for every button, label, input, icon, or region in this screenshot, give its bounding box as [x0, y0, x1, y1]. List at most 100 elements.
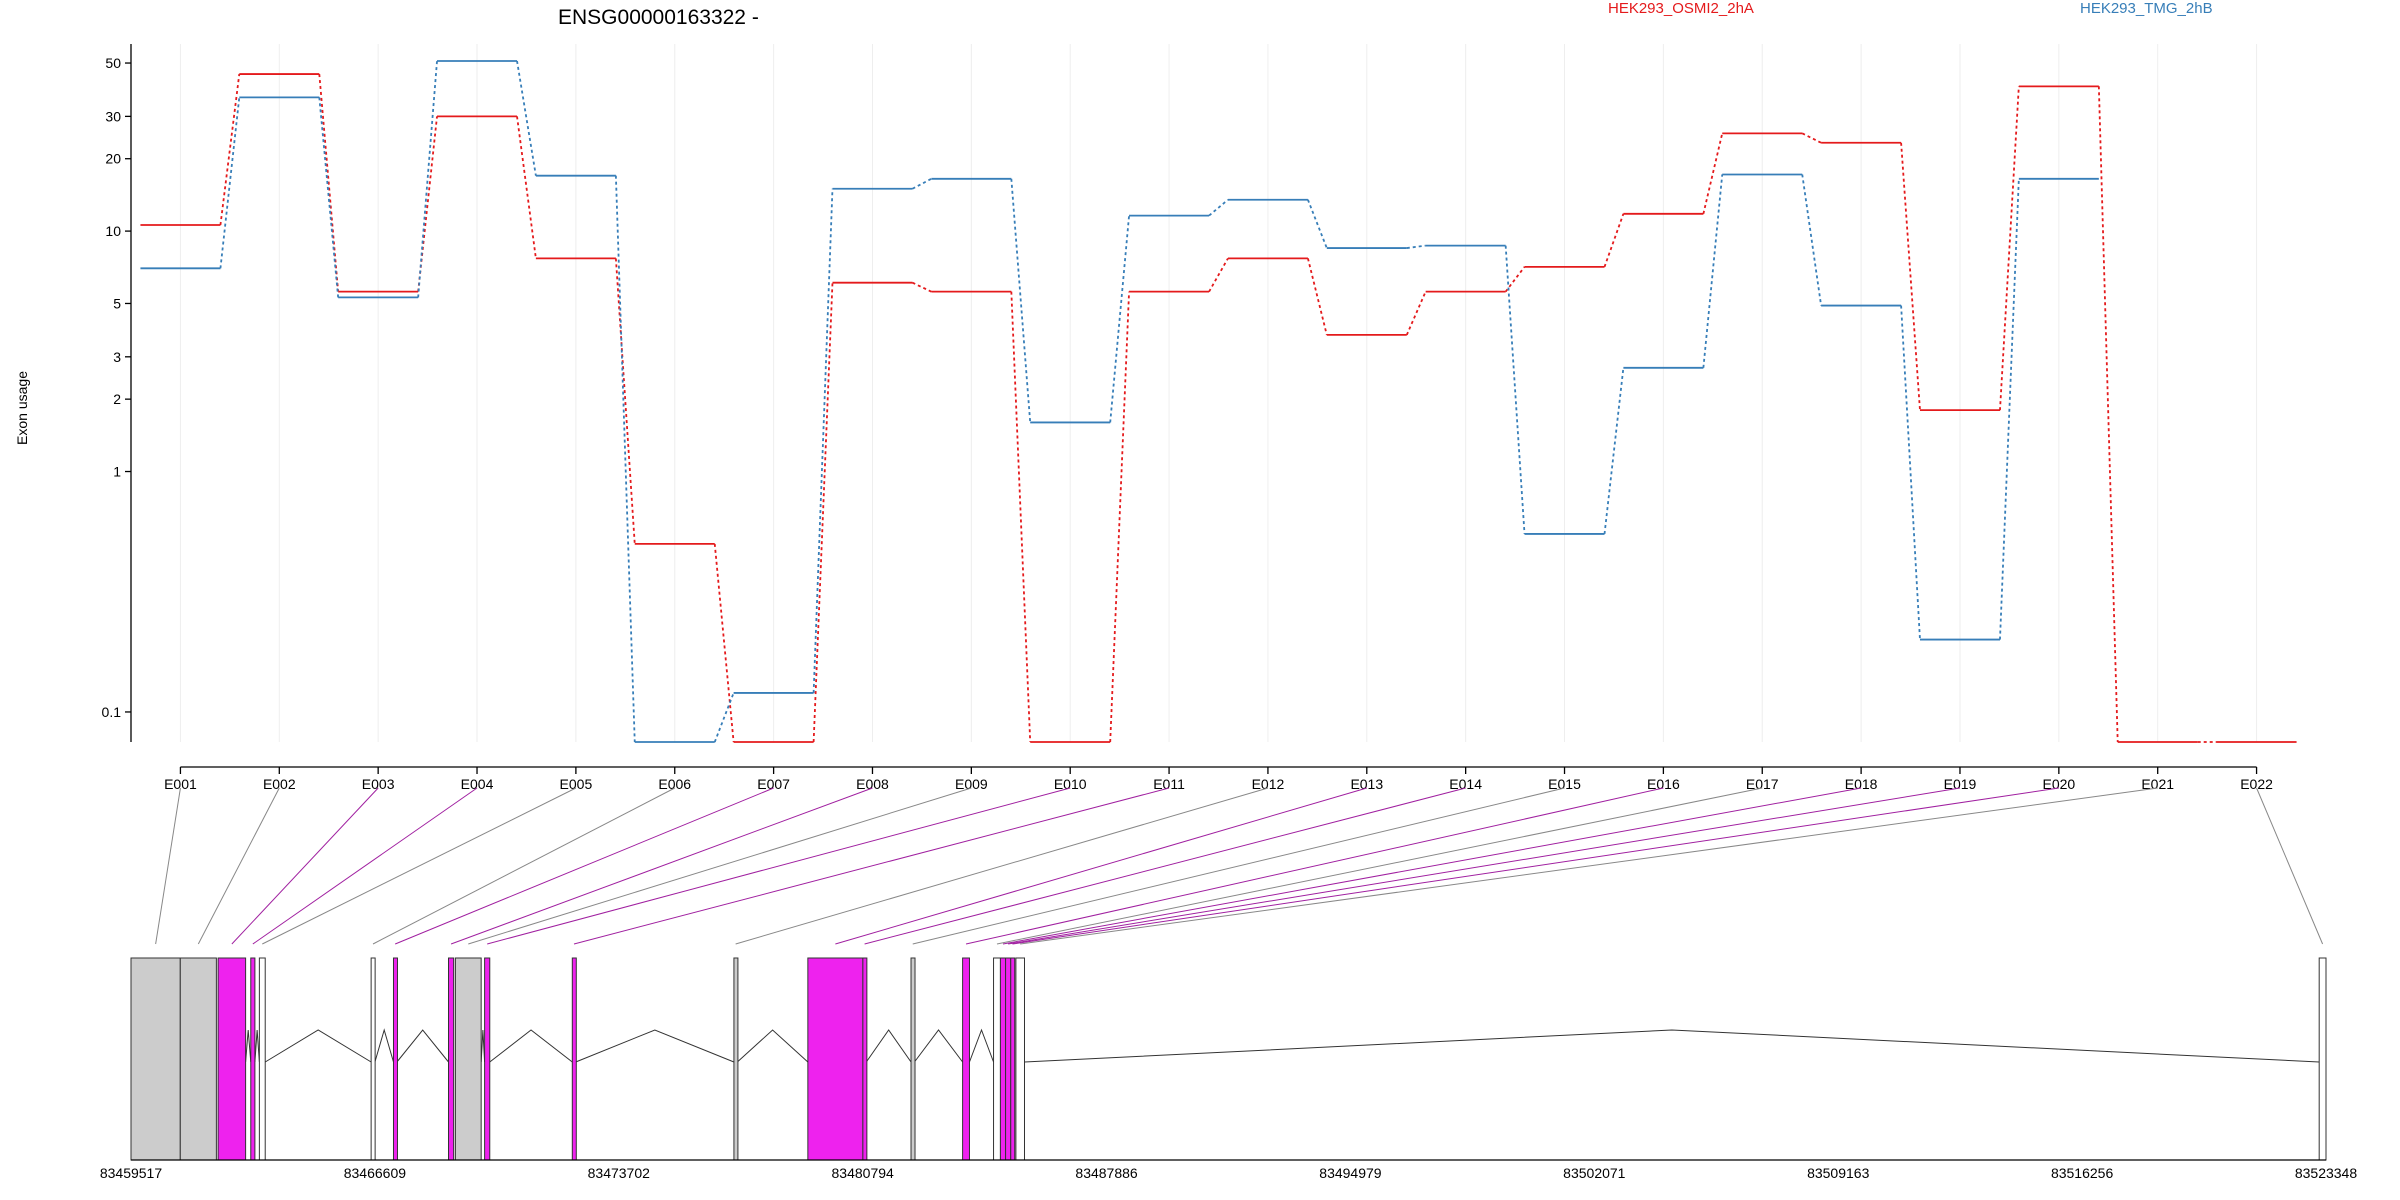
x-tick-label-E012: E012 [1252, 776, 1285, 792]
series-2-link-E009 [912, 178, 932, 190]
exon-box-E006 [370, 957, 376, 1161]
x-tick-label-E001: E001 [164, 776, 197, 792]
series-2-link-E017 [1702, 174, 1724, 368]
exon-box-E002 [179, 957, 217, 1161]
x-tick-label-E013: E013 [1350, 776, 1383, 792]
x-tick-label-E018: E018 [1845, 776, 1878, 792]
x-tick-label-E007: E007 [757, 776, 790, 792]
series-1-link-E013 [1307, 258, 1328, 336]
genomic-tick-label-83459517: 83459517 [100, 1165, 163, 1181]
x-tick-label-E003: E003 [362, 776, 395, 792]
exon-box-E005 [258, 957, 266, 1161]
connector-E007 [395, 787, 774, 945]
exon-box-E018 [999, 957, 1007, 1161]
series-2 [140, 60, 2099, 743]
intron-E014 [865, 1029, 912, 1063]
chart-title: ENSG00000163322 - [558, 6, 759, 29]
connector-E013 [835, 787, 1367, 945]
x-tick-label-E021: E021 [2141, 776, 2174, 792]
connector-E020 [1012, 787, 2059, 945]
y-tick-label-3: 3 [113, 349, 121, 365]
series-1-link-E014 [1405, 291, 1427, 336]
exon-box-E020 [1010, 957, 1016, 1161]
intron-E021 [1024, 1029, 2320, 1063]
y-tick-label-10: 10 [105, 223, 121, 239]
y-tick-label-30: 30 [105, 108, 121, 124]
series-1-link-E005 [516, 116, 537, 259]
connector-E002 [197, 787, 280, 945]
x-tick-label-E015: E015 [1548, 776, 1581, 792]
series-2-link-E019 [1900, 305, 1921, 640]
connector-E015 [912, 787, 1565, 945]
exon-box-E021 [1015, 957, 1025, 1161]
genomic-tick-label-83516256: 83516256 [2051, 1165, 2114, 1181]
exon-box-E012 [733, 957, 739, 1161]
series-2-link-E005 [516, 60, 537, 176]
series-2-link-E003 [318, 97, 340, 298]
genomic-tick-label-83473702: 83473702 [588, 1165, 651, 1181]
series-2-link-E008 [812, 188, 834, 693]
connector-E022 [2256, 787, 2324, 945]
connector-E003 [231, 787, 379, 945]
series-1-link-E004 [417, 116, 438, 292]
y-tick-label-20: 20 [105, 151, 121, 167]
y-axis: 0.1 1 2 3 5 10 20 30 50 [102, 44, 132, 742]
series-1-link-E010 [1010, 291, 1032, 743]
exon-box-E015 [910, 957, 916, 1161]
x-tick-label-E016: E016 [1647, 776, 1680, 792]
series-2-link-E018 [1801, 174, 1823, 306]
connector-E009 [468, 787, 972, 945]
series-1 [140, 73, 2297, 743]
connector-E004 [252, 787, 478, 945]
exon-box-E014 [862, 957, 868, 1161]
series-2-link-E007 [713, 692, 735, 743]
series-1-link-E009 [912, 281, 932, 293]
exon-box-E007 [392, 957, 398, 1161]
connector-E008 [450, 787, 873, 945]
series-1-link-E008 [812, 282, 834, 743]
x-tick-label-E006: E006 [658, 776, 691, 792]
genomic-tick-label-83466609: 83466609 [344, 1165, 407, 1181]
intron-E004 [254, 1029, 260, 1063]
connector-E012 [735, 787, 1269, 945]
exon-box-E008 [448, 957, 455, 1161]
connector-E010 [487, 787, 1071, 945]
series-1-link-E006 [614, 258, 636, 544]
series-2-link-E010 [1010, 178, 1032, 423]
exon-connectors [155, 787, 2324, 945]
intron-E009 [480, 1029, 486, 1063]
genomic-tick-label-83523348: 83523348 [2295, 1165, 2358, 1181]
genomic-tick-label-83502071: 83502071 [1563, 1165, 1626, 1181]
exon-box-E022 [2318, 957, 2327, 1161]
y-axis-label: Exon usage [14, 371, 30, 445]
genomic-tick-label-83494979: 83494979 [1319, 1165, 1382, 1181]
legend-series-1: HEK293_OSMI2_2hA [1608, 0, 1754, 17]
series-1-link-E011 [1109, 291, 1130, 743]
series-1-link-E021 [2097, 86, 2119, 743]
series-2-link-E015 [1504, 245, 1526, 535]
y-tick-label-0.1: 0.1 [102, 704, 122, 720]
x-axis: E001 E002 E003 E004 E005 E006 E007 E008 E009 E010… [164, 766, 2273, 792]
exon-box-E001 [130, 957, 181, 1161]
x-tick-label-E017: E017 [1746, 776, 1779, 792]
genomic-tick-label-83480794: 83480794 [832, 1165, 895, 1181]
x-tick-label-E019: E019 [1944, 776, 1977, 792]
series-1-link-E007 [713, 543, 735, 743]
series-1-link-E012 [1208, 257, 1229, 293]
series-1-link-E019 [1900, 142, 1921, 411]
genomic-tick-label-83487886: 83487886 [1075, 1165, 1138, 1181]
connector-E001 [155, 787, 181, 945]
legend-series-2: HEK293_TMG_2hB [2080, 0, 2213, 17]
series-2-link-E004 [417, 60, 438, 298]
series-2-link-E016 [1603, 367, 1625, 535]
intron-E006 [374, 1028, 394, 1063]
x-tick-label-E008: E008 [856, 776, 889, 792]
y-tick-label-2: 2 [113, 391, 121, 407]
grid-lines [179, 44, 2258, 742]
exon-box-E004 [250, 957, 256, 1161]
series-1-link-E017 [1702, 133, 1724, 215]
intron-E005 [264, 1029, 372, 1063]
connector-E006 [372, 787, 675, 945]
exon-box-E009 [454, 957, 482, 1161]
